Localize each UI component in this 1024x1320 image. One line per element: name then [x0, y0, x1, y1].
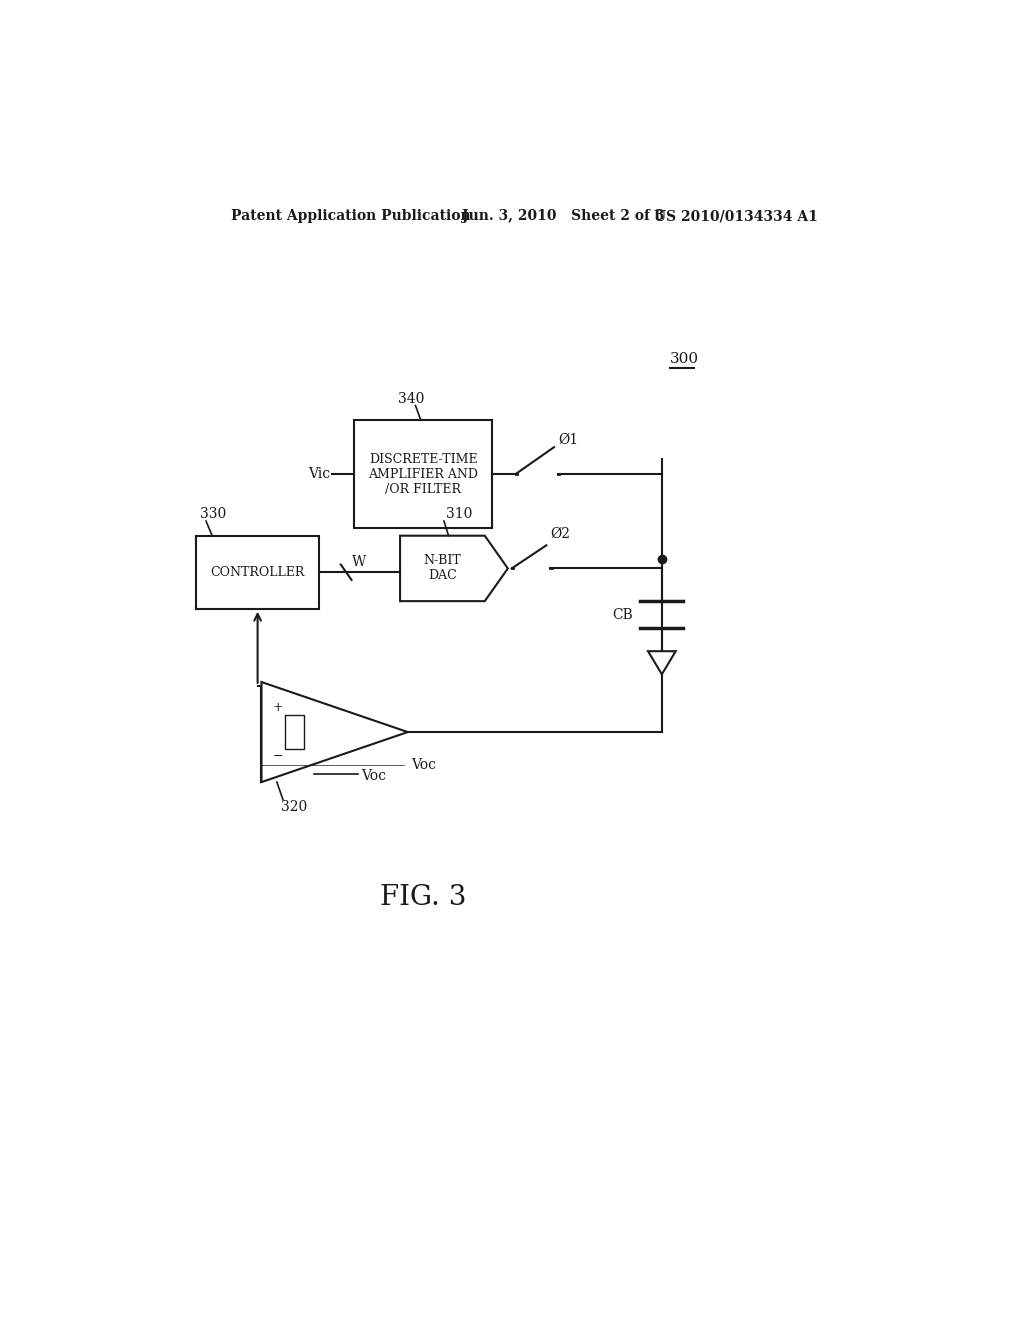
Bar: [285, 715, 304, 748]
Text: CB: CB: [612, 607, 633, 622]
Text: 340: 340: [398, 392, 425, 405]
Bar: [354, 420, 493, 528]
Text: CONTROLLER: CONTROLLER: [210, 566, 305, 578]
Text: FIG. 3: FIG. 3: [380, 884, 466, 911]
Text: Vic: Vic: [307, 467, 330, 480]
Bar: [196, 536, 319, 609]
Text: Voc: Voc: [412, 758, 436, 772]
Text: DISCRETE-TIME
AMPLIFIER AND
/OR FILTER: DISCRETE-TIME AMPLIFIER AND /OR FILTER: [369, 453, 478, 495]
Text: Ø1: Ø1: [558, 433, 578, 446]
Text: 330: 330: [200, 507, 226, 521]
Text: N-BIT
DAC: N-BIT DAC: [424, 554, 461, 582]
Text: Ø2: Ø2: [550, 527, 570, 541]
Text: 310: 310: [446, 507, 473, 521]
Text: 320: 320: [281, 800, 307, 813]
Text: −: −: [273, 750, 284, 763]
Polygon shape: [648, 651, 676, 675]
Polygon shape: [261, 682, 408, 781]
Text: Jun. 3, 2010   Sheet 2 of 3: Jun. 3, 2010 Sheet 2 of 3: [462, 209, 665, 223]
Text: Voc: Voc: [361, 770, 387, 783]
Text: +: +: [273, 701, 284, 714]
Text: W: W: [352, 556, 367, 569]
Text: Patent Application Publication: Patent Application Publication: [230, 209, 470, 223]
Text: US 2010/0134334 A1: US 2010/0134334 A1: [654, 209, 818, 223]
Text: 300: 300: [670, 352, 698, 367]
Polygon shape: [400, 536, 508, 601]
